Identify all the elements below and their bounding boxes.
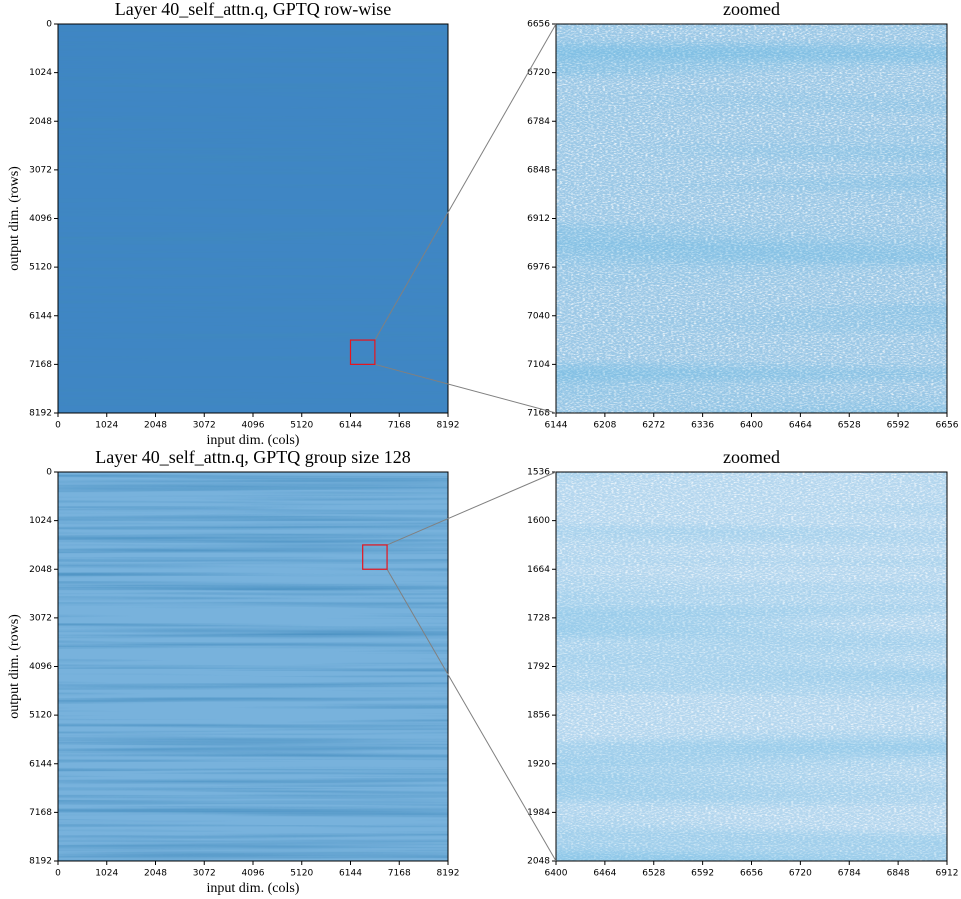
x-tick-label: 6528 [838, 421, 861, 431]
y-tick-label: 1024 [29, 516, 52, 526]
x-tick-label: 2048 [144, 421, 167, 431]
x-tick-label: 6144 [339, 869, 362, 879]
title: zoomed [723, 0, 780, 19]
x-tick-label: 4096 [242, 869, 265, 879]
x-tick-label: 4096 [242, 421, 265, 431]
x-tick-label: 5120 [290, 421, 313, 431]
y-tick-label: 6720 [527, 68, 550, 78]
x-tick-label: 1024 [95, 869, 118, 879]
x-tick-label: 7168 [388, 869, 411, 879]
y-axis-label: output dim. (rows) [7, 166, 22, 271]
x-tick-label: 6912 [936, 869, 959, 879]
y-tick-label: 2048 [29, 565, 52, 575]
x-tick-label: 6848 [887, 869, 910, 879]
y-tick-label: 8192 [29, 409, 52, 419]
y-tick-label: 2048 [29, 117, 52, 127]
y-tick-label: 4096 [29, 214, 52, 224]
y-tick-label: 1536 [527, 468, 550, 478]
zoom-region [349, 339, 376, 365]
x-tick-label: 7168 [388, 421, 411, 431]
y-tick-label: 6144 [29, 759, 52, 769]
heatmap-texture [58, 472, 448, 861]
y-tick-label: 7168 [29, 808, 52, 818]
y-tick-label: 3072 [29, 613, 52, 623]
x-tick-label: 6592 [887, 421, 910, 431]
y-tick-label: 6912 [527, 214, 550, 224]
x-tick-label: 8192 [437, 869, 460, 879]
heatmap-texture [556, 24, 947, 413]
x-tick-label: 6528 [642, 869, 665, 879]
zoom-connector [374, 363, 557, 414]
x-tick-label: 3072 [193, 421, 216, 431]
x-tick-label: 6464 [789, 421, 812, 431]
x-tick-label: 0 [55, 869, 61, 879]
x-tick-label: 5120 [290, 869, 313, 879]
x-tick-label: 6592 [691, 869, 714, 879]
y-tick-label: 6144 [29, 311, 52, 321]
y-tick-label: 1792 [527, 662, 550, 672]
y-tick-label: 6976 [527, 263, 550, 273]
y-tick-label: 1728 [527, 613, 550, 623]
y-tick-label: 3072 [29, 165, 52, 175]
x-tick-label: 6784 [838, 869, 861, 879]
y-tick-label: 6784 [527, 117, 550, 127]
x-tick-label: 6144 [339, 421, 362, 431]
zoom-region [362, 544, 388, 570]
x-tick-label: 8192 [437, 421, 460, 431]
y-tick-label: 4096 [29, 662, 52, 672]
y-tick-label: 1856 [527, 711, 550, 721]
y-tick-label: 2048 [527, 857, 550, 867]
y-tick-label: 8192 [29, 857, 52, 867]
y-tick-label: 7040 [527, 311, 550, 321]
y-tick-label: 1920 [527, 759, 550, 769]
x-tick-label: 1024 [95, 421, 118, 431]
x-tick-label: 6656 [936, 421, 959, 431]
x-tick-label: 6400 [545, 869, 568, 879]
heatmap-texture [58, 24, 448, 413]
x-tick-label: 6208 [593, 421, 616, 431]
x-tick-label: 6720 [789, 869, 812, 879]
heatmap-texture [556, 472, 947, 861]
title: Layer 40_self_attn.q, GPTQ row-wise [115, 0, 391, 19]
zoom-connector [386, 471, 557, 546]
x-tick-label: 6272 [642, 421, 665, 431]
y-tick-label: 5120 [29, 711, 52, 721]
x-axis-label: input dim. (cols) [207, 881, 300, 896]
y-tick-label: 7168 [29, 360, 52, 370]
zoom-connector [374, 23, 557, 341]
zoom-connector [386, 568, 557, 862]
x-tick-label: 2048 [144, 869, 167, 879]
x-tick-label: 0 [55, 421, 61, 431]
y-tick-label: 5120 [29, 263, 52, 273]
x-tick-label: 6400 [740, 421, 763, 431]
x-tick-label: 6656 [740, 869, 763, 879]
y-tick-label: 0 [46, 468, 52, 478]
title: zoomed [723, 447, 780, 467]
x-axis-label: input dim. (cols) [207, 433, 300, 448]
y-tick-label: 1984 [527, 808, 550, 818]
x-tick-label: 6464 [593, 869, 616, 879]
y-tick-label: 1024 [29, 68, 52, 78]
y-tick-label: 7104 [527, 360, 550, 370]
x-tick-label: 3072 [193, 869, 216, 879]
x-tick-label: 6336 [691, 421, 714, 431]
y-tick-label: 1600 [527, 516, 550, 526]
y-tick-label: 1664 [527, 565, 550, 575]
y-tick-label: 7168 [527, 409, 550, 419]
y-tick-label: 6656 [527, 20, 550, 30]
y-tick-label: 6848 [527, 165, 550, 175]
y-tick-label: 0 [46, 20, 52, 30]
title: Layer 40_self_attn.q, GPTQ group size 12… [95, 447, 410, 467]
x-tick-label: 6144 [545, 421, 568, 431]
y-axis-label: output dim. (rows) [7, 614, 22, 719]
